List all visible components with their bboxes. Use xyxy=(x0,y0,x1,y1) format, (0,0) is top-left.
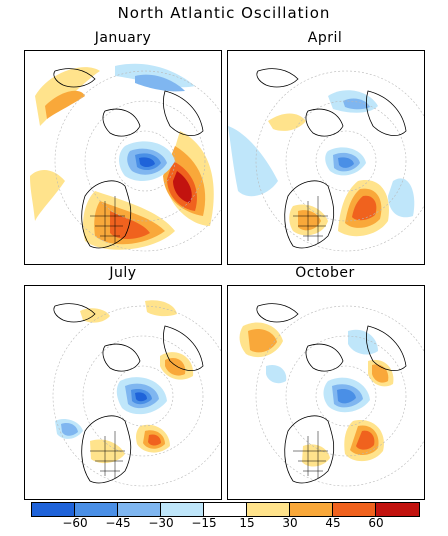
panel-title-july: July xyxy=(109,265,137,281)
colorbar-tick-label: 15 xyxy=(239,516,255,530)
panel-title-october: October xyxy=(295,265,355,281)
colorbar-bin-3 xyxy=(161,503,204,516)
latitude-circles-july xyxy=(52,305,221,487)
colorbar-bin-5 xyxy=(247,503,290,516)
anomaly-shading-october xyxy=(239,322,394,467)
coastlines-january xyxy=(53,68,204,249)
latitude-circles-april xyxy=(255,70,424,252)
borders-october xyxy=(293,431,328,478)
borders-january xyxy=(90,196,125,243)
colorbar-bin-0 xyxy=(32,503,75,516)
map-panel-july xyxy=(24,285,222,500)
colorbar-bin-6 xyxy=(290,503,333,516)
colorbar xyxy=(31,502,420,517)
map-panel-october xyxy=(227,285,425,500)
colorbar-tick-label: 30 xyxy=(282,516,298,530)
anomaly-shading-july xyxy=(55,300,194,464)
figure-title: North Atlantic Oscillation xyxy=(117,4,331,22)
panel-title-april: April xyxy=(307,30,343,46)
latitude-circles-october xyxy=(255,305,424,487)
colorbar-tick-label: −45 xyxy=(105,516,131,530)
colorbar-tick-label: −30 xyxy=(148,516,174,530)
map-panel-january xyxy=(24,50,222,265)
coastlines-july xyxy=(53,303,204,484)
coastlines-april xyxy=(256,68,407,249)
coastlines-october xyxy=(256,303,407,484)
colorbar-tick-label: −60 xyxy=(62,516,88,530)
colorbar-tick-label: 45 xyxy=(325,516,341,530)
anomaly-shading-january xyxy=(30,63,214,250)
colorbar-bin-1 xyxy=(75,503,118,516)
borders-april xyxy=(293,196,328,243)
panel-title-january: January xyxy=(94,30,152,46)
colorbar-tick-label: 60 xyxy=(368,516,384,530)
map-panel-april xyxy=(227,50,425,265)
colorbar-bin-7 xyxy=(333,503,376,516)
colorbar-bin-2 xyxy=(118,503,161,516)
anomaly-shading-april xyxy=(228,90,415,237)
colorbar-tick-label: −15 xyxy=(191,516,217,530)
borders-july xyxy=(90,431,125,478)
colorbar-bin-8 xyxy=(376,503,419,516)
colorbar-bin-4 xyxy=(204,503,247,516)
latitude-circles-january xyxy=(54,70,221,252)
